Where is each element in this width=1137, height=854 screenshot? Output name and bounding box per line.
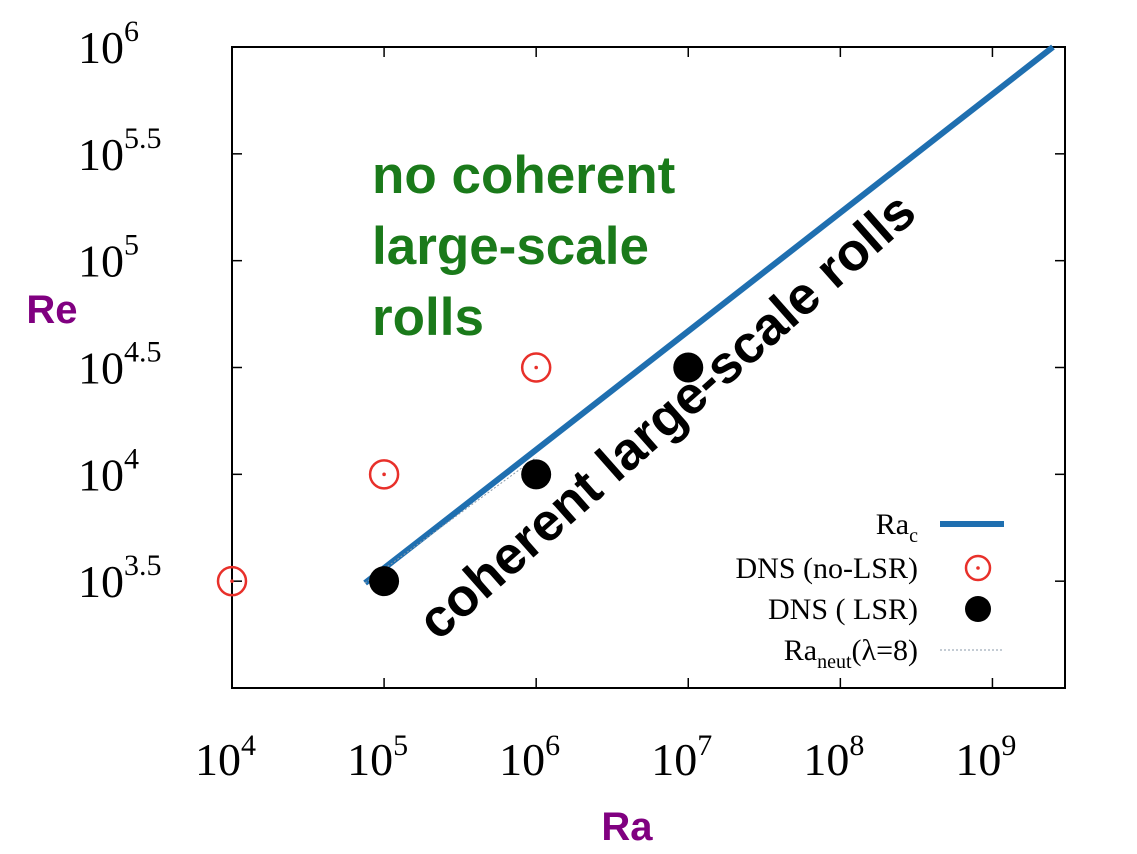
- data-point-no-lsr-center: [534, 365, 538, 370]
- y-tick-label-exponent: 4: [124, 442, 139, 475]
- x-tick-label-base: 10: [955, 734, 1001, 785]
- x-tick-label: 109: [955, 729, 1016, 785]
- x-tick-label-exponent: 6: [545, 729, 560, 762]
- y-tick-label-base: 10: [78, 236, 124, 287]
- x-tick-label-exponent: 5: [393, 729, 408, 762]
- y-tick-label-base: 10: [78, 129, 124, 180]
- y-tick-label: 106: [78, 15, 139, 73]
- legend-swatch-open-circle-center: [976, 566, 980, 570]
- y-tick-label-exponent: 5: [124, 229, 139, 262]
- y-tick-label-base: 10: [78, 342, 124, 393]
- x-tick-label-exponent: 4: [241, 729, 256, 762]
- x-tick-label: 105: [347, 729, 408, 785]
- data-point-no-lsr: [520, 352, 552, 383]
- annotation-upper-line-2: large-scale: [372, 217, 649, 276]
- legend-label: DNS ( LSR): [768, 593, 918, 626]
- data-point-lsr: [369, 566, 400, 597]
- y-tick-label: 105: [78, 229, 139, 287]
- data-point-no-lsr-center: [382, 472, 386, 477]
- legend-label-text: DNS ( LSR): [768, 593, 918, 626]
- y-tick-label: 105.5: [78, 122, 162, 180]
- data-point-no-lsr-center: [230, 579, 234, 583]
- plot-frame: [231, 46, 1066, 689]
- legend-label-subscript: neut: [817, 651, 852, 673]
- x-tick-label: 104: [195, 729, 256, 785]
- y-tick-label: 104.5: [78, 335, 162, 393]
- legend-swatch-open-circle: [964, 554, 992, 582]
- legend-label-suffix: (λ=8): [852, 634, 918, 667]
- y-tick-label-exponent: 6: [124, 15, 139, 48]
- x-tick-label-exponent: 7: [697, 729, 712, 762]
- legend-label-subscript: c: [909, 525, 918, 547]
- x-tick-label: 106: [499, 729, 560, 785]
- ra-c-line: [363, 44, 1055, 586]
- y-axis-label: Re: [26, 288, 77, 332]
- y-tick-label: 103.5: [78, 549, 162, 607]
- y-tick-label-base: 10: [78, 556, 124, 607]
- x-tick-label-base: 10: [347, 734, 393, 785]
- x-tick-label-exponent: 9: [1001, 729, 1016, 762]
- x-tick-label: 108: [803, 729, 864, 785]
- y-tick-label-base: 10: [78, 449, 124, 500]
- data-point-lsr: [521, 459, 552, 490]
- annotation-no-coherent-rolls: no coherent large-scale rolls: [372, 146, 675, 347]
- annotation-upper-line-3: rolls: [372, 288, 484, 347]
- legend-label: Rac: [876, 508, 918, 547]
- data-point-lsr: [673, 352, 704, 383]
- ra-neut-line: [364, 457, 537, 584]
- legend-label-text: Ra: [784, 634, 817, 667]
- x-tick-label-base: 10: [651, 734, 697, 785]
- x-tick-label-base: 10: [499, 734, 545, 785]
- y-tick-label: 104: [78, 442, 139, 500]
- legend-label-text: DNS (no-LSR): [735, 552, 918, 585]
- x-tick-label-exponent: 8: [849, 729, 864, 762]
- x-tick-labels: 104 105 106 107 108 109: [195, 729, 1016, 785]
- x-tick-label-base: 10: [195, 734, 241, 785]
- legend-label: Raneut(λ=8): [784, 634, 918, 673]
- legend-label-text: Ra: [876, 508, 909, 541]
- x-tick-label-base: 10: [803, 734, 849, 785]
- data-point-no-lsr: [368, 459, 400, 490]
- legend-swatch-filled-circle: [965, 596, 991, 622]
- legend-label: DNS (no-LSR): [735, 552, 918, 585]
- y-tick-label-exponent: 3.5: [124, 549, 162, 582]
- y-tick-label-exponent: 5.5: [124, 122, 162, 155]
- data-point-no-lsr: [216, 565, 248, 597]
- annotation-upper-line-1: no coherent: [372, 146, 675, 205]
- x-tick-label: 107: [651, 729, 712, 785]
- axis-ticks: [231, 46, 1065, 688]
- y-tick-label-exponent: 4.5: [124, 335, 162, 368]
- x-axis-label: Ra: [601, 805, 653, 849]
- series-layer: [216, 44, 1055, 597]
- y-tick-label-base: 10: [78, 22, 124, 73]
